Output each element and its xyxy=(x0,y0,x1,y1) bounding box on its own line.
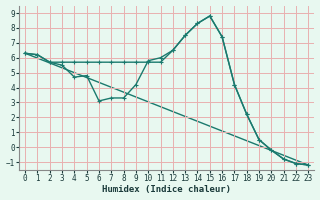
X-axis label: Humidex (Indice chaleur): Humidex (Indice chaleur) xyxy=(102,185,231,194)
